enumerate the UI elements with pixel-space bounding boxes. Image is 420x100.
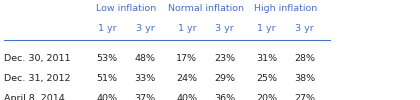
Text: 37%: 37% xyxy=(134,94,155,100)
Text: 38%: 38% xyxy=(294,74,315,83)
Text: 3 yr: 3 yr xyxy=(215,24,234,33)
Text: 20%: 20% xyxy=(256,94,277,100)
Text: 48%: 48% xyxy=(134,54,155,63)
Text: 24%: 24% xyxy=(176,74,197,83)
Text: 29%: 29% xyxy=(214,74,235,83)
Text: 1 yr: 1 yr xyxy=(98,24,116,33)
Text: 3 yr: 3 yr xyxy=(136,24,154,33)
Text: 53%: 53% xyxy=(97,54,118,63)
Text: 25%: 25% xyxy=(256,74,277,83)
Text: Dec. 30, 2011: Dec. 30, 2011 xyxy=(4,54,71,63)
Text: 31%: 31% xyxy=(256,54,277,63)
Text: 28%: 28% xyxy=(294,54,315,63)
Text: 40%: 40% xyxy=(97,94,118,100)
Text: Normal inflation: Normal inflation xyxy=(168,4,244,13)
Text: High inflation: High inflation xyxy=(254,4,317,13)
Text: 36%: 36% xyxy=(214,94,235,100)
Text: 17%: 17% xyxy=(176,54,197,63)
Text: 3 yr: 3 yr xyxy=(295,24,314,33)
Text: 27%: 27% xyxy=(294,94,315,100)
Text: 1 yr: 1 yr xyxy=(178,24,196,33)
Text: 23%: 23% xyxy=(214,54,235,63)
Text: 1 yr: 1 yr xyxy=(257,24,276,33)
Text: April 8, 2014: April 8, 2014 xyxy=(4,94,65,100)
Text: Low inflation: Low inflation xyxy=(96,4,156,13)
Text: 33%: 33% xyxy=(134,74,155,83)
Text: 40%: 40% xyxy=(176,94,197,100)
Text: 51%: 51% xyxy=(97,74,118,83)
Text: Dec. 31, 2012: Dec. 31, 2012 xyxy=(4,74,71,83)
